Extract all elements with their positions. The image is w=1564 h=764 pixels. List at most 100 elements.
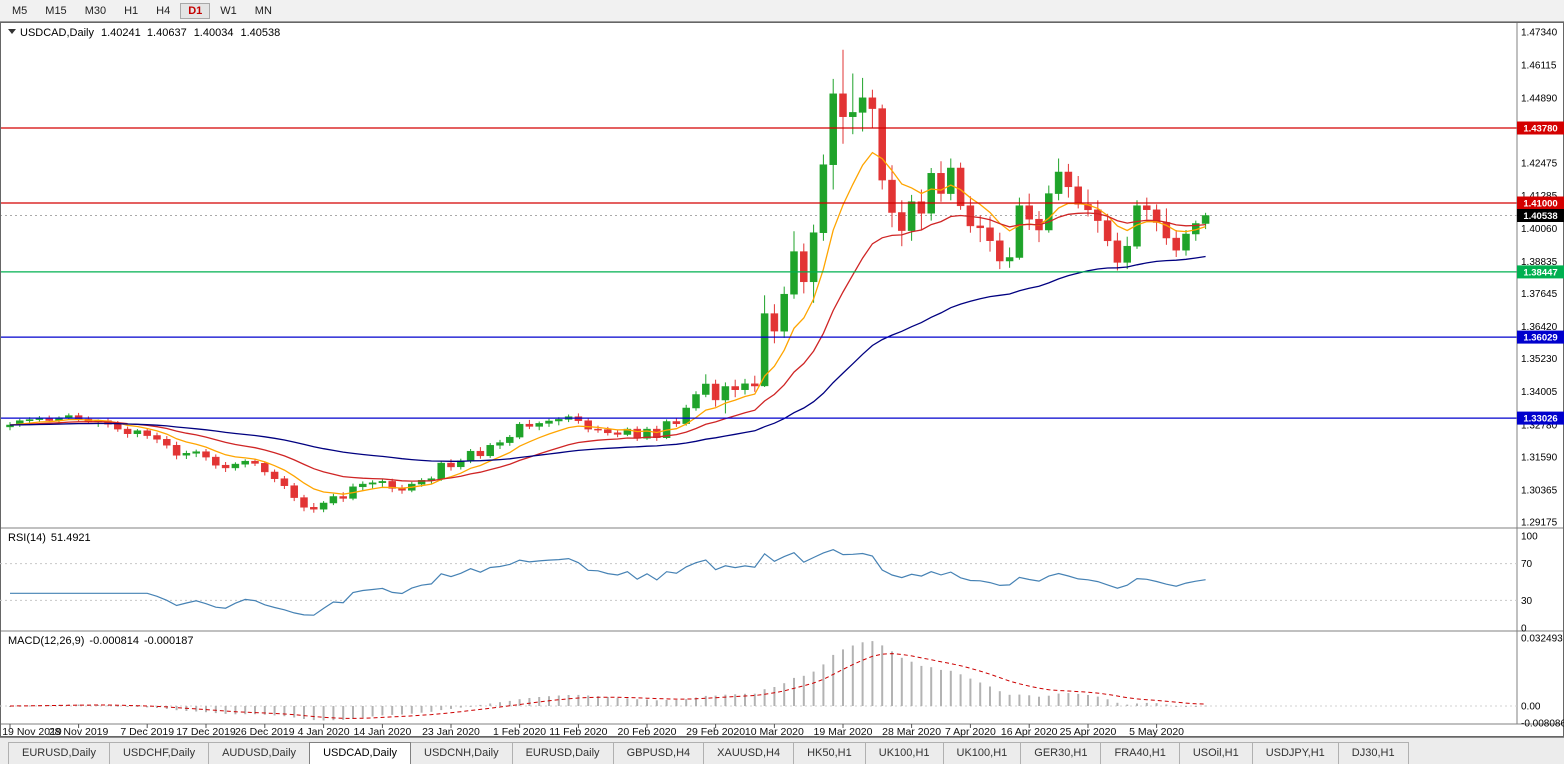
chart-tab-0-eurusd-daily[interactable]: EURUSD,Daily [8, 742, 110, 764]
ohlc-open: 1.40241 [101, 27, 141, 39]
date-axis-label: 23 Jan 2020 [422, 726, 480, 737]
price-axis-tick: 1.30365 [1521, 485, 1558, 496]
level-4-badge-label: 1.33026 [1523, 414, 1557, 425]
chart-tab-8-hk50-h1[interactable]: HK50,H1 [793, 742, 866, 764]
macd-axis-tick: 0.00 [1521, 702, 1541, 713]
ohlc-close: 1.40538 [240, 27, 280, 39]
chart-tab-14-usdjpy-h1[interactable]: USDJPY,H1 [1251, 742, 1339, 764]
date-axis-label: 17 Dec 2019 [176, 726, 236, 737]
level-4-badge [1517, 411, 1564, 425]
chart-tabs-bar: EURUSD,Daily USDCHF,Daily AUDUSD,Daily USDC… [0, 737, 1564, 764]
timeframe-button-h4[interactable]: H4 [148, 3, 178, 19]
rsi-axis-tick: 0 [1521, 624, 1527, 635]
chart-tab-11-ger30-h1[interactable]: GER30,H1 [1020, 742, 1102, 764]
price-axis-tick: 1.44890 [1521, 94, 1558, 105]
date-axis-label: 26 Dec 2019 [235, 726, 295, 737]
chart-tab-1-usdchf-daily[interactable]: USDCHF,Daily [108, 742, 210, 764]
timeframe-button-mn[interactable]: MN [247, 3, 280, 19]
chart-tab-6-gbpusd-h4[interactable]: GBPUSD,H4 [612, 742, 705, 764]
chart-ohlc-header: USDCAD,Daily 1.40241 1.40637 1.40034 1.40538 [8, 27, 280, 39]
date-axis-label: 29 Feb 2020 [686, 726, 745, 737]
chart-background [0, 22, 1564, 737]
level-0-badge-label: 1.43780 [1523, 124, 1557, 135]
ohlc-high: 1.40637 [147, 27, 187, 39]
chart-tab-7-xauusd-h4[interactable]: XAUUSD,H4 [703, 742, 795, 764]
date-axis-label: 10 Mar 2020 [745, 726, 804, 737]
date-axis-label: 7 Dec 2019 [120, 726, 174, 737]
chart-tab-10-uk100-h1[interactable]: UK100,H1 [942, 742, 1022, 764]
price-axis-tick: 1.34005 [1521, 387, 1558, 398]
ma-mid-line [9, 212, 1206, 482]
chart-tab-13-usoil-h1[interactable]: USOil,H1 [1178, 742, 1253, 764]
date-axis-label: 7 Apr 2020 [945, 726, 996, 737]
price-axis-tick: 1.41285 [1521, 191, 1558, 202]
date-axis-label: 4 Jan 2020 [298, 726, 350, 737]
price-axis-tick: 1.42475 [1521, 159, 1558, 170]
macd-signal-line [9, 653, 1206, 719]
price-axis-tick: 1.46115 [1521, 61, 1557, 72]
date-axis-label: 19 Mar 2020 [814, 726, 873, 737]
price-axis-tick: 1.37645 [1521, 289, 1558, 300]
macd-histogram [9, 641, 1207, 721]
candlesticks [6, 49, 1210, 513]
timeframe-button-m30[interactable]: M30 [77, 3, 114, 19]
current-price-badge [1517, 209, 1564, 222]
date-axis-label: 19 Nov 2019 [2, 726, 62, 737]
chart-tab-12-fra40-h1[interactable]: FRA40,H1 [1100, 742, 1180, 764]
price-axis-tick: 1.36420 [1521, 322, 1558, 333]
level-3-badge [1517, 330, 1564, 344]
rsi-axis-tick: 30 [1521, 596, 1533, 607]
rsi-axis-tick: 70 [1521, 559, 1533, 570]
chart-tab-4-usdcnh-daily[interactable]: USDCNH,Daily [410, 742, 513, 764]
date-axis-label: 20 Feb 2020 [618, 726, 677, 737]
macd-axis-tick: 0.032493 [1521, 634, 1563, 645]
symbol-label: USDCAD,Daily [20, 27, 94, 39]
timeframe-toolbar: M5 M15 M30 H1 H4 D1 W1 MN [0, 0, 1564, 22]
macd-signal-value: -0.000187 [144, 635, 194, 647]
date-axis-label: 5 May 2020 [1129, 726, 1184, 737]
rsi-line [10, 549, 1206, 616]
price-axis-tick: 1.29175 [1521, 518, 1558, 529]
rsi-name: RSI(14) [8, 532, 46, 544]
timeframe-button-m5[interactable]: M5 [4, 3, 35, 19]
timeframe-button-m15[interactable]: M15 [37, 3, 74, 19]
date-axis-label: 28 Nov 2019 [49, 726, 109, 737]
price-axis-tick: 1.38835 [1521, 257, 1558, 268]
chart-region[interactable]: 1.47340 1.46115 1.44890 1.42475 1.41285 1.400… [0, 22, 1564, 737]
symbol-dropdown-icon[interactable] [8, 29, 16, 34]
macd-axis-tick: -0.008086 [1521, 718, 1564, 729]
date-axis-label: 1 Feb 2020 [493, 726, 546, 737]
level-2-badge [1517, 265, 1564, 279]
ohlc-low: 1.40034 [194, 27, 234, 39]
timeframe-button-h1[interactable]: H1 [116, 3, 146, 19]
price-chart[interactable]: 1.47340 1.46115 1.44890 1.42475 1.41285 1.400… [0, 22, 1564, 737]
date-axis-label: 16 Apr 2020 [1001, 726, 1058, 737]
price-axis-tick: 1.31590 [1521, 452, 1558, 463]
chart-tab-3-usdcad-daily[interactable]: USDCAD,Daily [309, 742, 412, 764]
timeframe-button-d1[interactable]: D1 [180, 2, 211, 19]
price-axis-tick: 1.47340 [1521, 28, 1558, 39]
level-0-badge [1517, 121, 1564, 135]
price-axis-tick: 1.40060 [1521, 224, 1558, 235]
current-price-badge-label: 1.40538 [1523, 211, 1557, 222]
ma-fast-line [9, 151, 1206, 495]
level-2-badge-label: 1.38447 [1523, 267, 1557, 278]
macd-name: MACD(12,26,9) [8, 635, 84, 647]
chart-tab-2-audusd-daily[interactable]: AUDUSD,Daily [208, 742, 311, 764]
date-axis-label: 11 Feb 2020 [549, 726, 607, 737]
date-axis-label: 25 Apr 2020 [1060, 726, 1117, 737]
timeframe-button-w1[interactable]: W1 [212, 3, 245, 19]
chart-tab-5-eurusd-daily[interactable]: EURUSD,Daily [511, 742, 614, 764]
rsi-axis-tick: 100 [1521, 532, 1538, 543]
chart-tab-9-uk100-h1[interactable]: UK100,H1 [864, 742, 944, 764]
macd-header: MACD(12,26,9) -0.000814 -0.000187 [8, 635, 194, 647]
chart-tab-15-dj30-h1[interactable]: DJ30,H1 [1337, 742, 1409, 764]
level-1-badge-label: 1.41000 [1523, 199, 1557, 210]
price-axis-tick: 1.32780 [1521, 420, 1558, 431]
date-axis-label: 14 Jan 2020 [353, 726, 411, 737]
macd-main-value: -0.000814 [89, 635, 139, 647]
ma-slow-line [9, 255, 1206, 462]
date-axis-label: 28 Mar 2020 [882, 726, 941, 737]
rsi-header: RSI(14) 51.4921 [8, 532, 91, 544]
